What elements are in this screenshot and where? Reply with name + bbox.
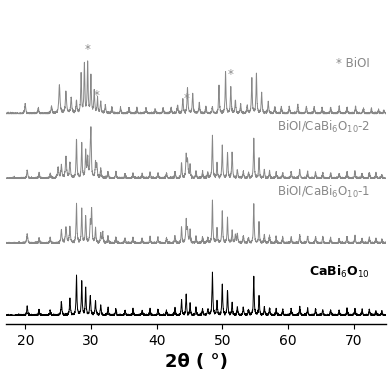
X-axis label: 2θ ( °): 2θ ( °) (165, 354, 227, 371)
Text: *: * (228, 69, 234, 81)
Text: *: * (94, 89, 100, 102)
Text: *: * (85, 43, 91, 56)
Text: CaBi$_6$O$_{10}$: CaBi$_6$O$_{10}$ (309, 264, 370, 280)
Text: *: * (183, 92, 189, 105)
Text: BiOI/CaBi$_6$O$_{10}$-1: BiOI/CaBi$_6$O$_{10}$-1 (277, 184, 370, 199)
Text: * BiOI: * BiOI (336, 57, 370, 70)
Text: BiOI/CaBi$_6$O$_{10}$-2: BiOI/CaBi$_6$O$_{10}$-2 (277, 119, 370, 135)
